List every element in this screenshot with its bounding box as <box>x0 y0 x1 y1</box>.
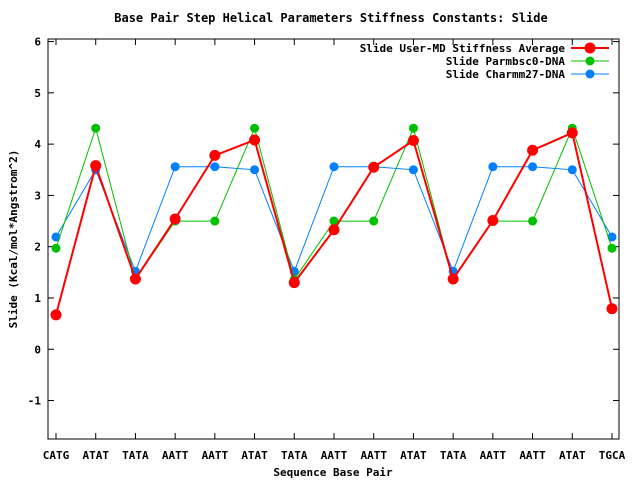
legend-label: Slide Parmbsc0-DNA <box>446 55 566 68</box>
x-tick-label: AATT <box>519 449 546 462</box>
x-tick-label: ATAT <box>400 449 427 462</box>
data-point <box>169 213 181 225</box>
plot-frame <box>47 38 620 440</box>
series-group <box>50 127 618 321</box>
x-tick-label: AATT <box>202 449 229 462</box>
y-tick-label: 1 <box>34 292 41 305</box>
x-tick-label: ATAT <box>559 449 586 462</box>
legend-marker <box>585 56 595 66</box>
x-tick-label: AATT <box>162 449 189 462</box>
data-point <box>607 232 617 242</box>
x-tick-label: TATA <box>122 449 149 462</box>
data-point <box>528 162 538 172</box>
legend-label: Slide Charmm27-DNA <box>446 68 566 81</box>
data-point <box>566 127 578 139</box>
data-point <box>91 123 101 133</box>
x-tick-label: TATA <box>281 449 308 462</box>
x-axis: CATG ATAT TATA AATT AATT ATAT TATA AATT AATT ATAT… <box>43 39 626 462</box>
x-tick-label: TGCA <box>599 449 626 462</box>
data-point <box>528 216 538 226</box>
data-point <box>567 165 577 175</box>
data-point <box>607 243 617 253</box>
data-point <box>369 216 379 226</box>
data-point <box>51 232 61 242</box>
data-point <box>209 149 221 161</box>
y-tick-label: -1 <box>28 395 42 408</box>
data-point <box>210 216 220 226</box>
data-point <box>487 215 499 227</box>
chart-title: Base Pair Step Helical Parameters Stiffn… <box>114 11 547 25</box>
data-point <box>447 273 459 285</box>
data-point <box>527 144 539 156</box>
x-tick-label: ATAT <box>241 449 268 462</box>
data-point <box>210 162 220 172</box>
data-point <box>90 160 102 172</box>
data-point <box>170 162 180 172</box>
data-point <box>408 165 418 175</box>
y-tick-label: 6 <box>34 36 41 49</box>
data-point <box>488 162 498 172</box>
x-tick-label: AATT <box>321 449 348 462</box>
y-tick-label: 5 <box>34 87 41 100</box>
legend-marker <box>584 42 596 54</box>
y-tick-label: 0 <box>34 343 41 356</box>
plot-series <box>50 123 618 321</box>
data-point <box>329 162 339 172</box>
data-point <box>407 135 419 147</box>
data-point <box>329 216 339 226</box>
legend-marker <box>585 69 595 79</box>
data-point <box>328 224 340 236</box>
x-tick-label: AATT <box>360 449 387 462</box>
data-point <box>408 123 418 133</box>
data-point <box>50 309 62 321</box>
legend-label: Slide User-MD Stiffness Average <box>360 42 566 55</box>
x-axis-label: Sequence Base Pair <box>273 466 393 479</box>
x-tick-label: AATT <box>480 449 507 462</box>
x-tick-label: ATAT <box>82 449 109 462</box>
data-point <box>368 161 380 173</box>
data-point <box>250 123 260 133</box>
y-tick-label: 4 <box>34 138 41 151</box>
x-tick-label: CATG <box>43 449 70 462</box>
y-axis: -1 0 1 2 3 4 5 6 <box>28 36 619 408</box>
data-point <box>288 277 300 289</box>
data-point <box>250 165 260 175</box>
data-point <box>606 303 618 315</box>
y-tick-label: 2 <box>34 241 41 254</box>
data-point <box>249 134 261 146</box>
y-axis-label: Slide (Kcal/mol*Angstrom^2) <box>7 150 20 329</box>
x-tick-label: TATA <box>440 449 467 462</box>
data-point <box>129 273 141 285</box>
y-tick-label: 3 <box>34 189 41 202</box>
data-point <box>51 243 61 253</box>
